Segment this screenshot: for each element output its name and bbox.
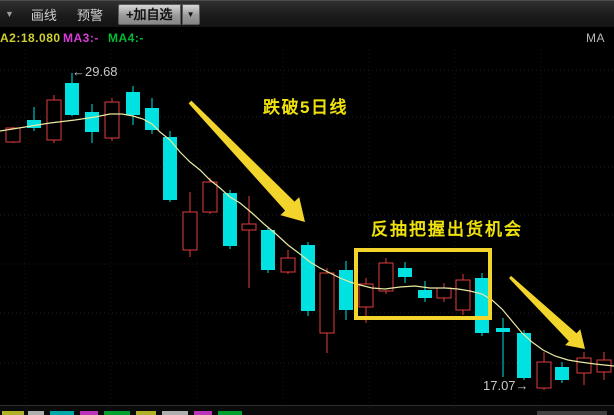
candle-body-down bbox=[163, 137, 177, 200]
ma3-value: MA3:- bbox=[63, 31, 99, 45]
add-watchlist-dropdown-button[interactable]: ▼ bbox=[181, 3, 200, 25]
candle-body-up bbox=[378, 262, 394, 292]
candle-body-up bbox=[241, 223, 257, 231]
candle-body-down bbox=[517, 333, 531, 378]
status-text-fragment bbox=[162, 411, 188, 415]
indicator-row: A2:18.080 MA3:- MA4:- MA bbox=[0, 31, 614, 45]
candle-body-down bbox=[223, 193, 237, 246]
draw-line-tool[interactable]: 画线 bbox=[30, 7, 57, 23]
candle-body-up bbox=[182, 211, 198, 251]
candle-body-up bbox=[576, 357, 592, 374]
candle-body-down bbox=[145, 108, 159, 130]
candle-body-down bbox=[398, 268, 412, 277]
ma2-value: A2:18.080 bbox=[0, 31, 61, 45]
candle-body-up bbox=[104, 101, 120, 139]
candle-body-down bbox=[85, 112, 99, 132]
add-watchlist-button[interactable]: +加自选 bbox=[117, 3, 181, 25]
candle-body-up bbox=[5, 127, 21, 143]
down-arrow-2 bbox=[509, 275, 585, 349]
down-arrow-1 bbox=[188, 100, 305, 222]
candle-body-up bbox=[202, 181, 218, 213]
ma4-value: MA4:- bbox=[108, 31, 144, 45]
candle-body-up bbox=[455, 279, 471, 311]
ma5-line bbox=[0, 113, 614, 367]
status-text-fragment bbox=[28, 411, 44, 415]
highlight-box bbox=[354, 248, 492, 320]
status-text-fragment bbox=[537, 411, 607, 415]
toolbar: ▼ 画线 预警 +加自选 ▼ bbox=[0, 0, 614, 28]
alert-tool[interactable]: 预警 bbox=[76, 7, 103, 23]
candle-body-up bbox=[319, 272, 335, 334]
candle-body-down bbox=[126, 92, 140, 115]
high-price-label: ←29.68 bbox=[72, 64, 118, 79]
status-text-fragment bbox=[136, 411, 156, 415]
candle-body-down bbox=[301, 245, 315, 311]
candle-body-down bbox=[418, 290, 432, 298]
candle-body-up bbox=[436, 287, 452, 299]
status-text-fragment bbox=[50, 411, 74, 415]
candle-body-down bbox=[555, 367, 569, 380]
low-price-label: 17.07→ bbox=[483, 378, 529, 393]
status-text-fragment bbox=[104, 411, 130, 415]
status-text-fragment bbox=[218, 411, 242, 415]
candle-body-up bbox=[46, 99, 62, 141]
candle-body-down bbox=[65, 83, 79, 115]
ma-axis-label: MA bbox=[586, 31, 605, 45]
candle-body-down bbox=[496, 328, 510, 332]
toolbar-dropdown-caret-icon[interactable]: ▼ bbox=[5, 9, 14, 19]
status-text-fragment bbox=[194, 411, 212, 415]
candle-body-down bbox=[475, 278, 489, 333]
candle-body-up bbox=[358, 283, 374, 308]
candle-body-down bbox=[339, 270, 353, 310]
candle-body-up bbox=[536, 361, 552, 389]
candle-body-up bbox=[280, 257, 296, 273]
status-text-fragment bbox=[2, 411, 24, 415]
candle-body-down bbox=[261, 230, 275, 270]
breakdown-annotation: 跌破5日线 bbox=[263, 98, 348, 117]
rebound-annotation: 反抽把握出货机会 bbox=[371, 220, 523, 239]
status-text-fragment bbox=[80, 411, 98, 415]
status-bar bbox=[0, 405, 614, 415]
candle-body-down bbox=[27, 120, 41, 128]
